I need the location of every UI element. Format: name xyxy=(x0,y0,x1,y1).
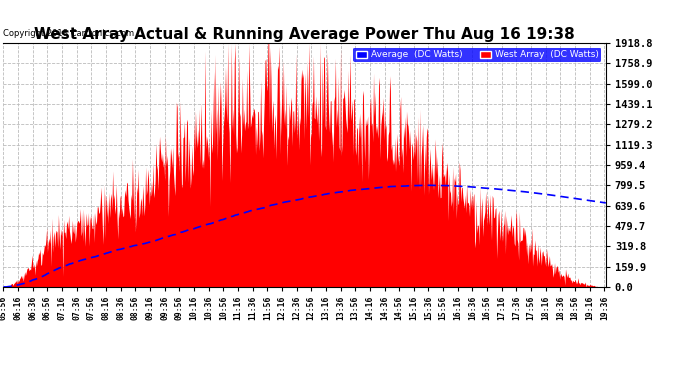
Legend: Average  (DC Watts), West Array  (DC Watts): Average (DC Watts), West Array (DC Watts… xyxy=(353,48,601,62)
Title: West Array Actual & Running Average Power Thu Aug 16 19:38: West Array Actual & Running Average Powe… xyxy=(34,27,575,42)
Text: Copyright 2018 Cartronics.com: Copyright 2018 Cartronics.com xyxy=(3,29,135,38)
